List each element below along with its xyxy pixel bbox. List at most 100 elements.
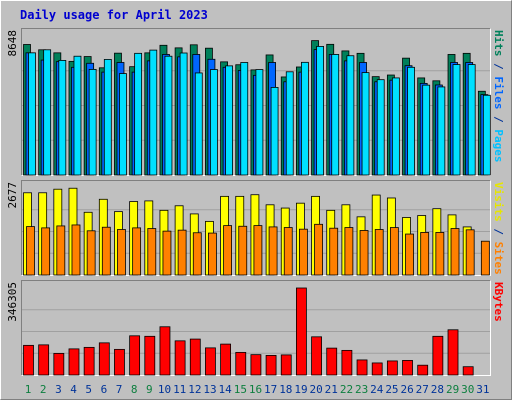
bar-bottom-kbytes <box>114 348 125 376</box>
legend-item: Hits <box>492 30 505 57</box>
day-label: 16 <box>249 383 262 396</box>
legend-item: KBytes <box>492 282 505 322</box>
bar-mid-sites <box>177 229 187 276</box>
bar-top-pages <box>301 61 309 176</box>
day-label: 18 <box>279 383 292 396</box>
bar-mid-sites <box>101 226 111 276</box>
bar-mid-sites <box>132 227 142 276</box>
bar-top-pages <box>164 55 173 176</box>
bar-top-pages <box>43 49 52 176</box>
legend-item: Files <box>492 76 505 109</box>
bar-top-pages <box>134 52 143 176</box>
panel-top-bevel-light <box>21 28 491 176</box>
bar-bottom-kbytes <box>235 351 247 376</box>
legend-bottom: KBytes <box>492 282 505 322</box>
panel-mid: 2677 Visits / Sites <box>6 180 505 276</box>
bar-top-pages <box>316 46 324 176</box>
scale-label-bottom: 346305 <box>6 282 19 322</box>
bar-top-pages <box>285 71 294 176</box>
bar-top-pages <box>437 86 446 176</box>
bar-top-pages <box>331 54 340 176</box>
bar-mid-sites <box>71 224 81 276</box>
day-label: 7 <box>116 383 123 396</box>
bar-mid-sites <box>389 227 399 276</box>
bar-bottom-kbytes <box>447 329 459 376</box>
day-label: 30 <box>461 383 474 396</box>
bar-mid-sites <box>435 232 445 276</box>
panel-bottom-bevel-dark <box>21 280 491 376</box>
bar-top-pages <box>467 64 476 176</box>
day-label: 31 <box>476 383 489 396</box>
day-label: 21 <box>325 383 338 396</box>
bar-bottom-kbytes <box>205 347 216 376</box>
bar-mid-sites <box>283 227 293 276</box>
day-label: 17 <box>264 383 277 396</box>
bar-bottom-kbytes <box>189 338 201 376</box>
panel-bottom: 346305 KBytes <box>6 280 505 376</box>
bar-mid-sites <box>253 225 263 276</box>
bar-mid-sites <box>465 229 475 276</box>
bar-bottom-kbytes <box>129 335 141 376</box>
bar-top-pages <box>376 79 385 176</box>
bar-mid-sites <box>117 229 126 276</box>
panel-bottom-bevel-light <box>21 280 491 376</box>
day-label: 22 <box>340 383 353 396</box>
bar-mid-sites <box>56 225 66 276</box>
bar-top-pages <box>255 69 264 176</box>
bar-top-pages <box>240 62 249 176</box>
bar-bottom-kbytes <box>356 359 368 376</box>
bar-mid-sites <box>268 226 278 276</box>
bar-bottom-kbytes <box>144 335 156 376</box>
bar-top-pages <box>361 72 370 176</box>
bar-mid-sites <box>450 228 460 276</box>
day-label: 24 <box>370 383 384 396</box>
bar-bottom-kbytes <box>432 335 444 376</box>
scale-label-mid: 2677 <box>6 182 19 209</box>
bar-mid-sites <box>26 226 35 276</box>
bar-bottom-kbytes <box>220 343 231 376</box>
day-label: 12 <box>188 383 201 396</box>
bar-mid-sites <box>208 232 217 276</box>
bar-top-pages <box>149 49 158 176</box>
panel-mid-bevel-light <box>21 180 491 276</box>
scale-label-top: 8648 <box>6 30 19 57</box>
bar-mid-sites <box>86 230 96 276</box>
bar-mid-sites <box>420 232 430 276</box>
bar-bottom-kbytes <box>53 352 65 376</box>
bar-mid-sites <box>344 227 354 276</box>
day-label: 14 <box>219 383 233 396</box>
bar-mid-sites <box>192 232 202 276</box>
legend-item: Sites <box>492 242 505 275</box>
bar-top-pages <box>422 84 431 176</box>
day-label: 13 <box>203 383 216 396</box>
bar-bottom-kbytes <box>159 326 171 376</box>
bar-top-pages <box>210 69 218 176</box>
day-label: 6 <box>101 383 108 396</box>
bar-bottom-kbytes <box>341 349 353 376</box>
day-label: 9 <box>146 383 153 396</box>
bar-mid-sites <box>359 230 369 276</box>
day-label: 4 <box>70 383 77 396</box>
bar-top-pages <box>225 65 233 176</box>
bar-mid-sites <box>405 233 414 276</box>
bar-mid-sites <box>314 223 323 276</box>
bar-bottom-kbytes <box>311 336 322 376</box>
bar-top-pages <box>119 73 127 176</box>
bar-bottom-kbytes <box>326 347 338 376</box>
legend-top: Hits / Files / Pages <box>492 30 505 163</box>
legend-item: / <box>492 110 505 130</box>
bar-mid-sites <box>299 228 308 276</box>
bar-top-pages <box>103 59 112 176</box>
bar-bottom-kbytes <box>83 346 95 376</box>
bar-top-pages <box>194 72 203 176</box>
bar-mid-sites <box>162 230 172 276</box>
bar-bottom-kbytes <box>23 344 34 376</box>
chart-title: Daily usage for April 2023 <box>20 8 208 22</box>
bar-top-pages <box>73 55 82 176</box>
day-label: 3 <box>55 383 62 396</box>
bar-bottom-kbytes <box>371 362 383 376</box>
bar-bottom-kbytes <box>280 354 292 376</box>
